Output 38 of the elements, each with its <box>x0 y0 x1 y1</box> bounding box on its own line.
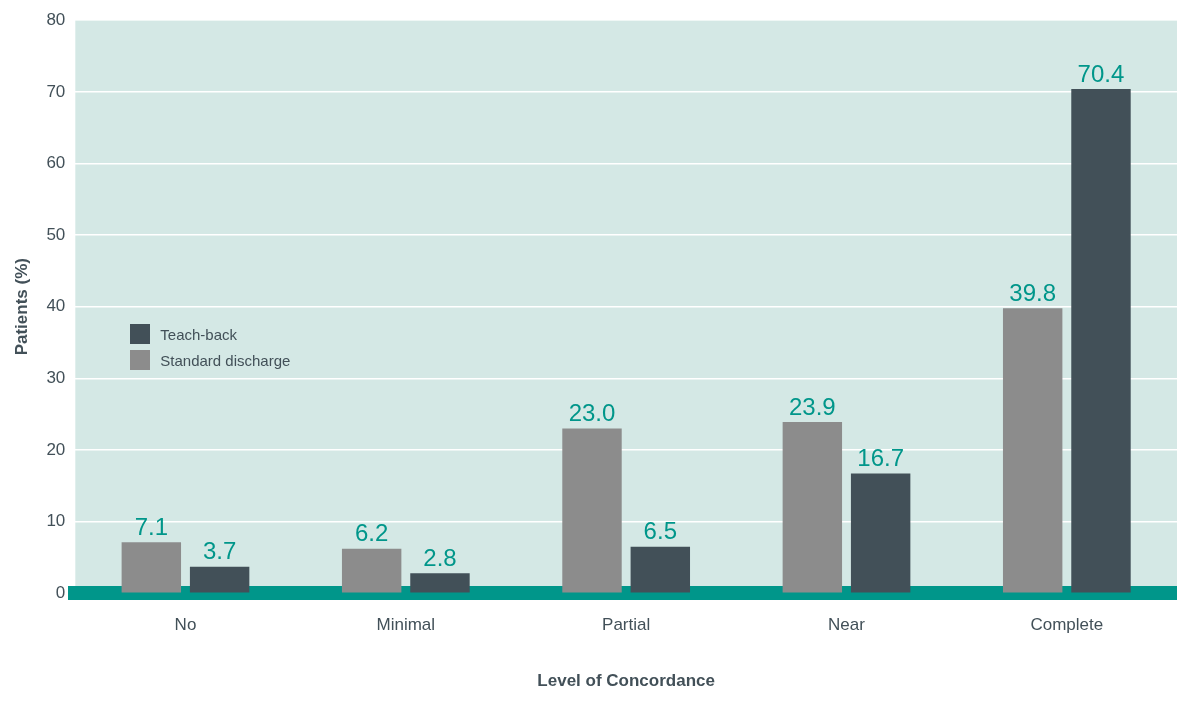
y-tick-label: 30 <box>46 368 66 388</box>
x-tick-label: Minimal <box>376 615 436 635</box>
data-label: 2.8 <box>423 543 457 571</box>
data-label: 39.8 <box>1009 278 1057 306</box>
data-label: 6.2 <box>354 519 389 547</box>
bar <box>1071 88 1131 593</box>
y-tick-label: 70 <box>46 81 66 101</box>
bar <box>189 566 250 593</box>
x-axis-title: Level of Concordance <box>537 671 715 691</box>
legend-label: Standard discharge <box>160 351 291 369</box>
bar <box>1002 308 1063 593</box>
y-tick-label: 40 <box>46 296 66 316</box>
y-tick-label: 60 <box>46 153 66 173</box>
bar <box>782 422 843 593</box>
x-tick-label: Partial <box>602 615 651 635</box>
data-label: 23.0 <box>568 399 616 427</box>
x-tick-label: Complete <box>1030 615 1104 635</box>
x-tick-label: No <box>174 615 197 635</box>
data-label: 6.5 <box>643 517 677 545</box>
y-axis-title: Patients (%) <box>11 258 31 356</box>
data-label: 16.7 <box>857 444 904 472</box>
data-label: 7.1 <box>134 512 169 540</box>
bar <box>850 473 911 593</box>
bar <box>562 428 622 593</box>
y-tick-label: 20 <box>46 439 66 459</box>
data-label: 3.7 <box>202 537 237 565</box>
x-tick-label: Near <box>828 615 866 635</box>
y-tick-label: 10 <box>46 511 66 531</box>
data-label: 70.4 <box>1077 59 1125 87</box>
legend-label: Teach-back <box>160 325 238 343</box>
y-tick-label: 50 <box>46 224 66 244</box>
y-tick-label: 0 <box>55 582 66 602</box>
bar <box>410 573 470 593</box>
data-label: 23.9 <box>788 392 836 420</box>
bar <box>341 548 402 593</box>
bar <box>121 542 182 593</box>
bar <box>630 546 691 593</box>
y-tick-label: 80 <box>46 9 66 29</box>
